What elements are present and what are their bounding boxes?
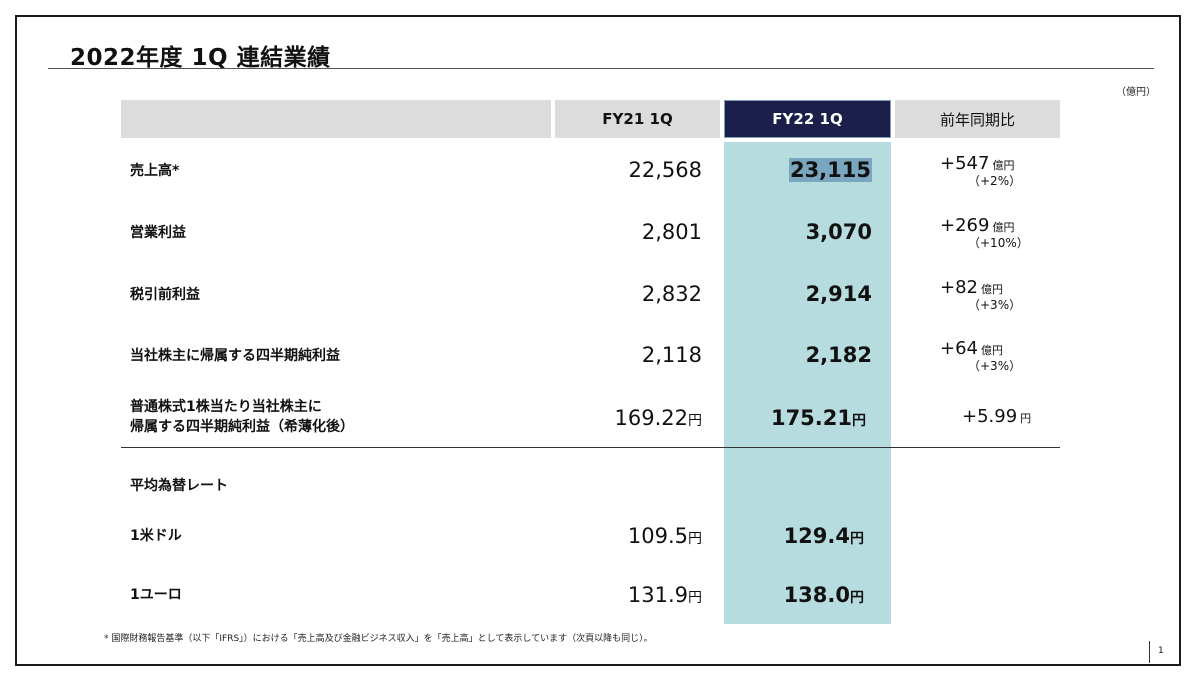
yen-unit: 円 <box>688 413 702 429</box>
value-fy21-usd: 109.5円 <box>628 524 702 548</box>
yen-unit: 円 <box>852 413 866 429</box>
number: 129.4 <box>783 524 850 548</box>
fx-heading: 平均為替レート <box>130 478 228 494</box>
yoy-unit: 億円 <box>992 159 1015 172</box>
value-fy21-net-income: 2,118 <box>641 343 702 367</box>
selected-text[interactable]: 23,115 <box>788 158 872 182</box>
value-fy21-eur: 131.9円 <box>628 583 702 607</box>
yoy-unit: 億円 <box>981 344 1003 357</box>
value-fy22-usd: 129.4円 <box>784 524 864 548</box>
value-fy22-pretax-profit: 2,914 <box>805 282 872 306</box>
number: 175.21 <box>770 406 852 430</box>
yoy-unit: 円 <box>1020 412 1032 425</box>
yoy-pretax-profit: +82 億円 （+3%） <box>940 277 1060 313</box>
yen-unit: 円 <box>850 590 864 606</box>
row-label-operating-profit: 営業利益 <box>130 225 186 241</box>
footnote: * 国際財務報告基準（以下「IFRS」）における「売上高及び金融ビジネス収入」を… <box>104 634 653 644</box>
value-fy22-net-income: 2,182 <box>805 343 872 367</box>
fy22-highlight-column <box>724 142 891 624</box>
value-fy22-revenue[interactable]: 23,115 <box>788 158 872 182</box>
title-underline <box>48 68 1154 69</box>
yoy-percent: （+10%） <box>968 236 1029 250</box>
page-number: 1 <box>1158 646 1164 656</box>
value-fy22-eur: 138.0円 <box>784 583 864 607</box>
number: 169.22 <box>614 406 688 430</box>
number: 109.5 <box>627 524 688 548</box>
header-fy22: FY22 1Q <box>724 100 891 138</box>
yen-unit: 円 <box>688 590 702 606</box>
page-number-divider <box>1149 641 1150 663</box>
yoy-unit: 億円 <box>981 283 1003 296</box>
row-label-eps-line2: 帰属する四半期純利益（希薄化後） <box>130 419 354 435</box>
value-fy21-operating-profit: 2,801 <box>641 220 702 244</box>
header-fy21: FY21 1Q <box>555 100 720 138</box>
value-fy21-pretax-profit: 2,832 <box>641 282 702 306</box>
unit-note: （億円） <box>1116 87 1156 98</box>
yoy-value: +64 <box>940 338 978 359</box>
yoy-percent: （+2%） <box>968 174 1022 188</box>
value-fy22-eps: 175.21円 <box>771 406 866 430</box>
slide-frame <box>15 15 1181 666</box>
row-label-eur: 1ユーロ <box>130 587 182 603</box>
yoy-percent: （+3%） <box>968 298 1022 312</box>
row-label-usd: 1米ドル <box>130 528 182 544</box>
yen-unit: 円 <box>688 531 702 547</box>
yoy-operating-profit: +269 億円 （+10%） <box>940 215 1060 251</box>
yoy-net-income: +64 億円 （+3%） <box>940 338 1060 374</box>
yoy-eps: +5.99 円 <box>962 406 1082 427</box>
yen-unit: 円 <box>850 531 864 547</box>
yoy-unit: 億円 <box>992 221 1015 234</box>
yoy-value: +547 <box>940 153 990 174</box>
yoy-percent: （+3%） <box>968 359 1022 373</box>
row-label-eps: 普通株式1株当たり当社株主に 帰属する四半期純利益（希薄化後） <box>130 397 354 437</box>
header-blank-cell <box>121 100 551 138</box>
yoy-value: +5.99 <box>962 406 1018 427</box>
table-separator <box>121 447 1060 448</box>
number: 131.9 <box>627 583 688 607</box>
yoy-revenue: +547 億円 （+2%） <box>940 153 1060 189</box>
row-label-pretax-profit: 税引前利益 <box>130 287 200 303</box>
slide-title: 2022年度 1Q 連結業績 <box>70 45 331 71</box>
row-label-net-income: 当社株主に帰属する四半期純利益 <box>130 348 340 364</box>
value-fy22-operating-profit: 3,070 <box>805 220 872 244</box>
row-label-revenue: 売上高* <box>130 163 180 179</box>
yoy-value: +82 <box>940 277 978 298</box>
yoy-value: +269 <box>940 215 990 236</box>
row-label-eps-line1: 普通株式1株当たり当社株主に <box>130 399 322 415</box>
value-fy21-eps: 169.22円 <box>615 406 702 430</box>
header-yoy: 前年同期比 <box>895 100 1060 138</box>
number: 138.0 <box>783 583 850 607</box>
value-fy21-revenue: 22,568 <box>628 158 702 182</box>
